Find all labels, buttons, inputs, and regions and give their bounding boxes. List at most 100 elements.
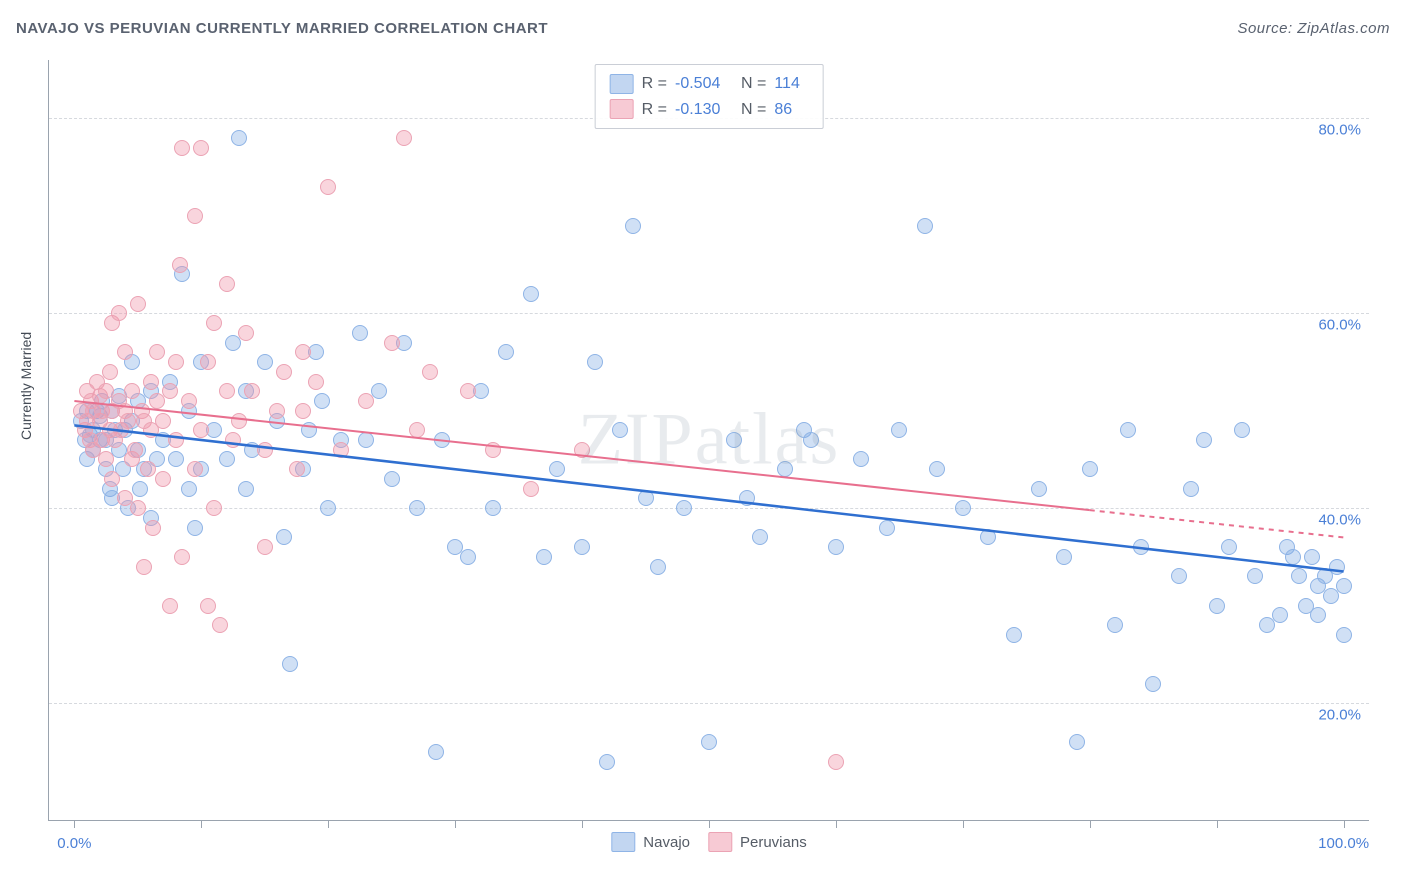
xtick [1090, 820, 1091, 828]
scatter-point [853, 451, 869, 467]
scatter-point [301, 422, 317, 438]
scatter-point [1221, 539, 1237, 555]
scatter-point [174, 140, 190, 156]
xtick [455, 820, 456, 828]
scatter-point [155, 471, 171, 487]
scatter-point [206, 500, 222, 516]
ytick-label: 60.0% [1318, 317, 1361, 334]
xtick [74, 820, 75, 828]
scatter-point [120, 413, 136, 429]
scatter-point [460, 549, 476, 565]
scatter-point [187, 461, 203, 477]
scatter-point [485, 500, 501, 516]
scatter-point [276, 364, 292, 380]
scatter-point [428, 744, 444, 760]
scatter-point [701, 734, 717, 750]
regression-line [1090, 510, 1344, 537]
scatter-point [574, 442, 590, 458]
scatter-point [1336, 627, 1352, 643]
ytick-label: 80.0% [1318, 122, 1361, 139]
scatter-point [1247, 568, 1263, 584]
watermark: ZIPatlas [578, 398, 841, 483]
xtick-label: 100.0% [1318, 835, 1369, 852]
legend-stat-row: R =-0.504N =114 [610, 71, 809, 97]
legend-series: NavajoPeruvians [611, 832, 806, 852]
scatter-point [333, 442, 349, 458]
chart-source: Source: ZipAtlas.com [1237, 20, 1390, 37]
xtick [1217, 820, 1218, 828]
scatter-point [181, 481, 197, 497]
legend-stats: R =-0.504N =114R =-0.130N =86 [595, 64, 824, 129]
legend-swatch [610, 99, 634, 119]
scatter-point [828, 539, 844, 555]
scatter-point [320, 179, 336, 195]
scatter-point [1133, 539, 1149, 555]
scatter-point [352, 325, 368, 341]
legend-r-value: -0.130 [675, 97, 733, 123]
scatter-point [625, 218, 641, 234]
scatter-point [172, 257, 188, 273]
scatter-point [130, 500, 146, 516]
scatter-point [1304, 549, 1320, 565]
scatter-point [314, 393, 330, 409]
scatter-point [295, 344, 311, 360]
scatter-point [1272, 607, 1288, 623]
legend-swatch [610, 74, 634, 94]
scatter-point [612, 422, 628, 438]
scatter-point [162, 598, 178, 614]
scatter-point [181, 393, 197, 409]
scatter-point [1310, 607, 1326, 623]
scatter-point [143, 374, 159, 390]
ytick-label: 20.0% [1318, 707, 1361, 724]
scatter-point [1285, 549, 1301, 565]
scatter-point [225, 432, 241, 448]
scatter-point [384, 471, 400, 487]
legend-swatch [708, 832, 732, 852]
scatter-point [219, 383, 235, 399]
scatter-point [257, 354, 273, 370]
legend-n-value: 114 [774, 71, 808, 97]
scatter-point [145, 520, 161, 536]
chart-header: NAVAJO VS PERUVIAN CURRENTLY MARRIED COR… [16, 20, 1390, 37]
scatter-point [384, 335, 400, 351]
legend-swatch [611, 832, 635, 852]
scatter-point [102, 364, 118, 380]
scatter-point [193, 422, 209, 438]
scatter-point [574, 539, 590, 555]
scatter-point [155, 413, 171, 429]
scatter-point [136, 559, 152, 575]
scatter-point [308, 374, 324, 390]
chart-title: NAVAJO VS PERUVIAN CURRENTLY MARRIED COR… [16, 20, 548, 37]
scatter-point [1082, 461, 1098, 477]
scatter-point [187, 208, 203, 224]
scatter-point [212, 617, 228, 633]
scatter-point [599, 754, 615, 770]
plot-area: ZIPatlas R =-0.504N =114R =-0.130N =86 N… [48, 60, 1369, 821]
scatter-point [168, 354, 184, 370]
scatter-point [549, 461, 565, 477]
scatter-point [879, 520, 895, 536]
scatter-point [1329, 559, 1345, 575]
scatter-point [726, 432, 742, 448]
scatter-point [219, 451, 235, 467]
legend-r-label: R = [642, 97, 667, 123]
scatter-point [231, 413, 247, 429]
scatter-point [1145, 676, 1161, 692]
legend-r-value: -0.504 [675, 71, 733, 97]
xtick [709, 820, 710, 828]
scatter-point [650, 559, 666, 575]
scatter-point [187, 520, 203, 536]
scatter-point [422, 364, 438, 380]
scatter-point [289, 461, 305, 477]
scatter-point [200, 354, 216, 370]
scatter-point [460, 383, 476, 399]
legend-series-label: Peruvians [740, 834, 807, 851]
ytick-label: 40.0% [1318, 512, 1361, 529]
scatter-point [168, 432, 184, 448]
scatter-point [111, 305, 127, 321]
xtick [836, 820, 837, 828]
scatter-point [929, 461, 945, 477]
scatter-point [777, 461, 793, 477]
gridline-h [49, 703, 1369, 704]
scatter-point [1120, 422, 1136, 438]
